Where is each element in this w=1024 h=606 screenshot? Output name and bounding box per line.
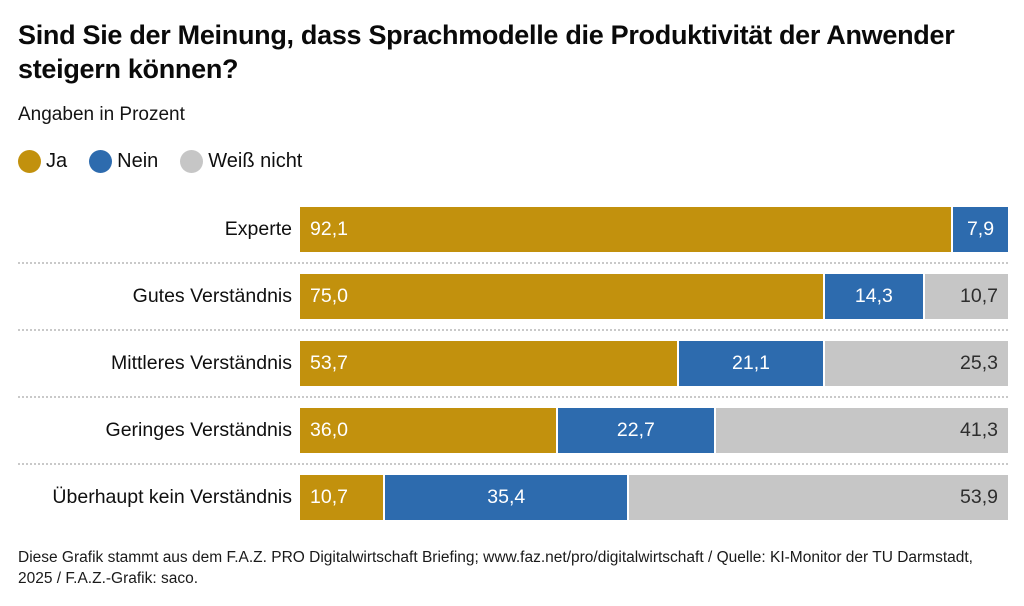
bar-value-label: 41,3 [960,419,998,441]
stacked-bar: 36,0 22,7 41,3 [300,408,1008,453]
bar-value-label: 53,9 [960,486,998,508]
legend-label: Ja [46,150,68,172]
source-note: Diese Grafik stammt aus dem F.A.Z. PRO D… [18,549,973,587]
bar-segment-nein: 22,7 [556,408,714,453]
bar-segment-wei-nicht: 25,3 [823,341,1008,386]
bar-value-label: 25,3 [960,352,998,374]
stacked-bar-chart: Experte 92,1 7,9 Gutes Verständnis 75,0 14,3 1… [18,197,1008,530]
stacked-bar: 53,7 21,1 25,3 [300,341,1008,386]
category-label: Experte [224,218,292,240]
legend-swatch-icon [18,150,41,173]
bar-segment-nein: 21,1 [676,341,824,386]
bar-segment-nein: 14,3 [823,274,923,319]
bar-value-label: 75,0 [310,285,348,307]
bar-segment-ja: 92,1 [300,207,952,252]
bar-segment-ja: 75,0 [300,274,823,319]
legend-item: Weiß nicht [180,150,302,173]
bar-segment-ja: 36,0 [300,408,557,453]
bar-value-label: 92,1 [310,218,348,240]
bar-value-label: 14,3 [854,285,893,307]
legend-item: Nein [89,150,158,173]
bar-value-label: 7,9 [966,218,995,240]
chart-subtitle: Angaben in Prozent [18,104,185,125]
bar-value-label: 10,7 [960,285,998,307]
bar-value-label: 10,7 [310,486,348,508]
legend: Ja Nein Weiß nicht [18,150,1008,173]
legend-swatch-icon [89,150,113,173]
category-label: Gutes Verständnis [132,285,292,307]
stacked-bar: 10,7 35,4 53,9 [300,475,1008,520]
bar-segment-ja: 10,7 [300,475,384,520]
legend-label: Nein [117,150,159,172]
legend-label: Weiß nicht [208,150,303,172]
category-label: Geringes Verständnis [105,419,292,441]
chart-row: Überhaupt kein Verständnis 10,7 35,4 53,9 [18,463,1008,530]
chart-row: Experte 92,1 7,9 [18,197,1008,262]
chart-title: Sind Sie der Meinung, dass Sprachmodelle… [18,20,955,84]
bar-segment-wei-nicht: 41,3 [713,408,1008,453]
bar-segment-nein: 35,4 [383,475,628,520]
legend-item: Ja [18,150,67,173]
chart-row: Gutes Verständnis 75,0 14,3 10,7 [18,262,1008,329]
category-label: Überhaupt kein Verständnis [52,486,292,508]
bar-value-label: 53,7 [310,352,348,374]
bar-segment-wei-nicht: 10,7 [922,274,1008,319]
category-label: Mittleres Verständnis [111,352,292,374]
bar-value-label: 36,0 [310,419,348,441]
bar-value-label: 22,7 [616,419,655,441]
stacked-bar: 92,1 7,9 [300,207,1008,252]
chart-row: Geringes Verständnis 36,0 22,7 41,3 [18,396,1008,463]
bar-value-label: 35,4 [487,486,526,508]
bar-segment-ja: 53,7 [300,341,677,386]
legend-swatch-icon [180,150,204,173]
bar-value-label: 21,1 [732,352,770,374]
stacked-bar: 75,0 14,3 10,7 [300,274,1008,319]
bar-segment-nein: 7,9 [951,207,1008,252]
chart-row: Mittleres Verständnis 53,7 21,1 25,3 [18,329,1008,396]
bar-segment-wei-nicht: 53,9 [627,475,1008,520]
